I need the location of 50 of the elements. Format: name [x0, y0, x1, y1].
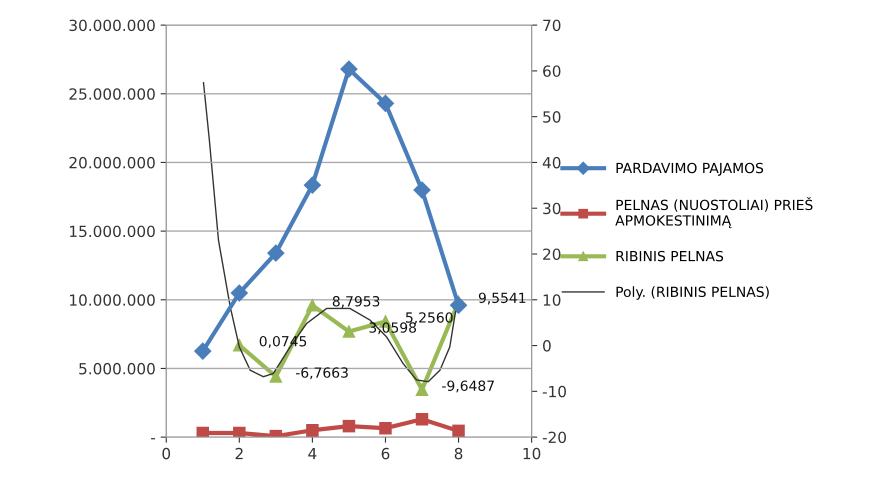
y-tick-label: 20.000.000: [69, 156, 155, 168]
point: [230, 284, 248, 302]
point: [306, 424, 319, 436]
point: [376, 94, 394, 112]
y2-tick-label: 10: [544, 294, 560, 306]
data-label: 8,7953: [332, 296, 380, 308]
legend-label: RIBINIS PELNAS: [616, 250, 724, 262]
data-label: -9,6487: [442, 380, 494, 392]
y2-tick-label: 40: [542, 156, 560, 168]
legend-label: Poly. (RIBINIS PELNAS): [616, 286, 769, 300]
point: [342, 420, 356, 432]
legend-label: PARDAVIMO PAJAMOS: [616, 162, 764, 176]
point: [416, 383, 428, 396]
point: [233, 426, 246, 438]
y2-tick-label: -10: [542, 386, 566, 398]
x-tick-label: 8: [454, 448, 462, 460]
point: [413, 182, 431, 199]
point: [452, 424, 465, 438]
y-tick-label: 15.000.000: [70, 226, 155, 238]
point: [306, 299, 319, 312]
x-tick-label: 6: [382, 448, 390, 460]
y2-tick-label: -20: [542, 432, 566, 444]
y-tick-label: 25.000.000: [69, 88, 155, 100]
y2-tick-label: 50: [543, 111, 560, 123]
y2-tick-label: 70: [543, 20, 560, 32]
point: [450, 296, 468, 314]
y2-tick-label: 30: [543, 202, 560, 214]
y-tick-label: 30.000.000: [70, 20, 155, 32]
point: [270, 370, 282, 383]
data-label: 9,5541: [478, 292, 526, 304]
point: [194, 342, 212, 360]
y-tick-label: 10.000.000: [70, 294, 155, 306]
point: [340, 60, 358, 78]
point: [379, 422, 392, 434]
x-tick-label: 0: [162, 448, 170, 460]
point: [304, 176, 321, 194]
legend-label: PELNAS (NUOSTOLIAI) PRIEŠ APMOKESTINIMĄ: [615, 197, 813, 228]
data-label: -6,7663: [296, 367, 348, 380]
y2-tick-label: 20: [543, 248, 560, 260]
x-tick-label: 10: [524, 448, 540, 460]
point: [196, 426, 210, 438]
y2-tick-label: 0: [543, 340, 551, 352]
point: [267, 244, 284, 262]
point: [416, 413, 428, 426]
x-tick-label: 4: [308, 448, 316, 460]
x-tick-label: 2: [236, 448, 243, 460]
point: [342, 325, 356, 338]
y-tick-label: -: [151, 438, 156, 440]
y2-tick-label: 60: [543, 65, 560, 77]
y-tick-label: 5.000.000: [79, 362, 155, 374]
